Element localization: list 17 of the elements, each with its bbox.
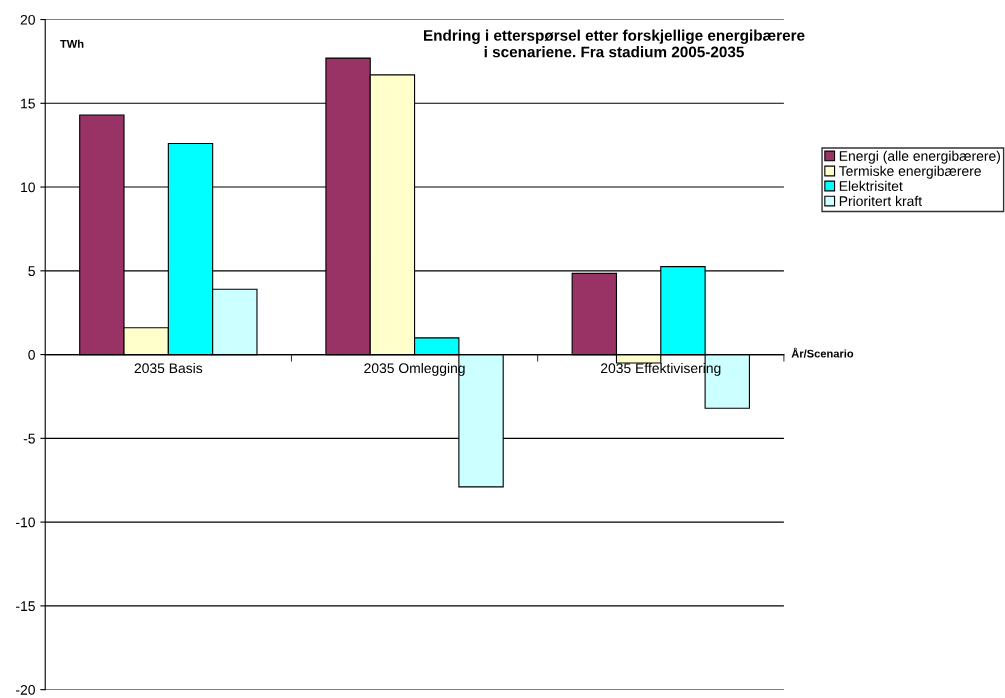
x-tick-label: 2035 Basis: [134, 362, 203, 374]
y-tick-label: -10: [16, 517, 35, 528]
legend-label: Termiske energibærere: [839, 165, 981, 179]
legend-label: Energi (alle energibærere): [839, 150, 1000, 164]
y-tick-label: 0: [28, 349, 35, 360]
y-tick-label: 15: [21, 98, 35, 109]
y-tick-label: 10: [21, 182, 35, 193]
x-axis-title: År/Scenario: [791, 347, 854, 358]
y-tick-label: -15: [16, 601, 35, 612]
y-axis-title: TWh: [60, 39, 84, 48]
y-tick-label: 20: [20, 14, 35, 25]
y-tick-label: -20: [16, 684, 35, 695]
legend-label: Prioritert kraft: [839, 195, 922, 207]
legend-label: Elektrisitet: [839, 180, 903, 192]
y-tick-label: 5: [28, 266, 35, 276]
y-tick-label: -5: [23, 433, 35, 444]
text: Endring i etterspørsel etter forskjellige energibærere i scenariene. Fra stadium 2005-2035: [424, 29, 805, 58]
